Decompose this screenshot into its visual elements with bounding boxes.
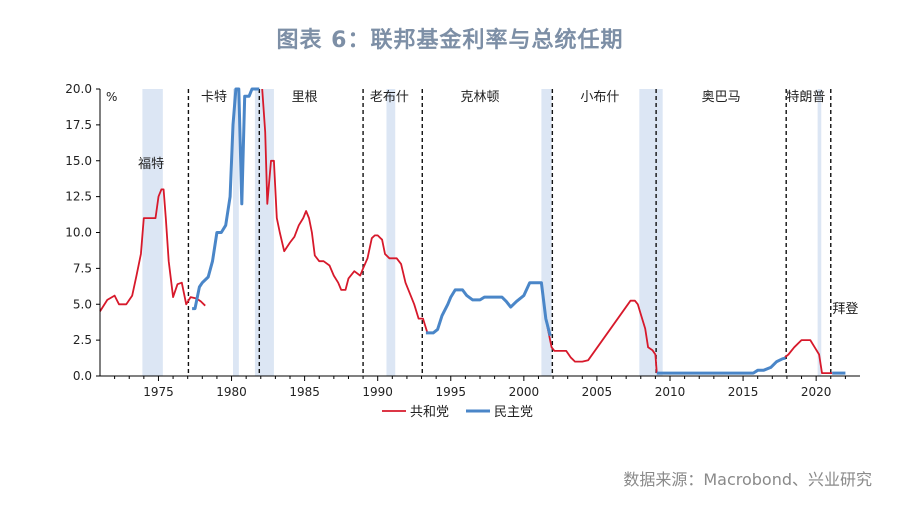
recession-band xyxy=(817,89,822,376)
chart-title: 图表 6：联邦基金利率与总统任期 xyxy=(276,28,624,53)
president-label: 拜登 xyxy=(832,302,858,317)
series-line xyxy=(783,339,833,374)
x-tick-label: 2020 xyxy=(801,385,832,399)
y-tick-label: 7.5 xyxy=(73,261,92,275)
president-label: 老布什 xyxy=(370,90,409,105)
legend-label: 民主党 xyxy=(494,405,533,420)
series-line xyxy=(192,87,260,311)
president-label: 小布什 xyxy=(580,90,619,105)
president-label: 奥巴马 xyxy=(702,90,741,105)
y-tick-label: 15.0 xyxy=(65,154,92,168)
axes: 0.0 2.5 5.0 7.5 10.0 12.5 15.0 17.5 20.0 1975 1980… xyxy=(65,82,860,399)
legend-label: 共和党 xyxy=(410,405,449,420)
y-tick-label: 0.0 xyxy=(73,369,92,383)
recession-band xyxy=(233,89,239,376)
series-line xyxy=(261,88,429,334)
y-tick-label: 5.0 xyxy=(73,297,92,311)
x-tick-label: 1980 xyxy=(216,385,247,399)
series-line xyxy=(99,188,206,312)
series-line xyxy=(656,356,786,375)
president-label: 福特 xyxy=(138,157,164,172)
x-tick-label: 1975 xyxy=(143,385,174,399)
president-label: 克林顿 xyxy=(460,90,499,105)
x-tick-label: 2015 xyxy=(728,385,759,399)
y-unit-label: % xyxy=(106,90,117,104)
presidential-change-lines xyxy=(187,89,832,376)
x-tick-label: 1995 xyxy=(435,385,466,399)
legend: 共和党 民主党 xyxy=(382,405,533,420)
recession-band xyxy=(541,89,552,376)
president-label: 特朗普 xyxy=(786,90,825,105)
president-label: 里根 xyxy=(292,90,318,105)
recession-band xyxy=(639,89,663,376)
president-label: 卡特 xyxy=(201,90,227,105)
x-tick-label: 2000 xyxy=(509,385,540,399)
x-tick-label: 1990 xyxy=(362,385,393,399)
x-tick-label: 2010 xyxy=(655,385,686,399)
series-line xyxy=(546,299,658,374)
y-tick-label: 20.0 xyxy=(65,82,92,96)
data-source-note: 数据来源：Macrobond、兴业研究 xyxy=(623,470,872,489)
x-tick-label: 1985 xyxy=(289,385,320,399)
series-lines xyxy=(99,87,846,375)
recession-band xyxy=(386,89,396,376)
recession-band xyxy=(142,89,163,376)
y-tick-label: 2.5 xyxy=(73,333,92,347)
series-line xyxy=(425,281,552,337)
y-tick-label: 12.5 xyxy=(65,190,92,204)
x-tick-label: 2005 xyxy=(582,385,613,399)
y-tick-label: 10.0 xyxy=(65,226,92,240)
y-tick-label: 17.5 xyxy=(65,118,92,132)
